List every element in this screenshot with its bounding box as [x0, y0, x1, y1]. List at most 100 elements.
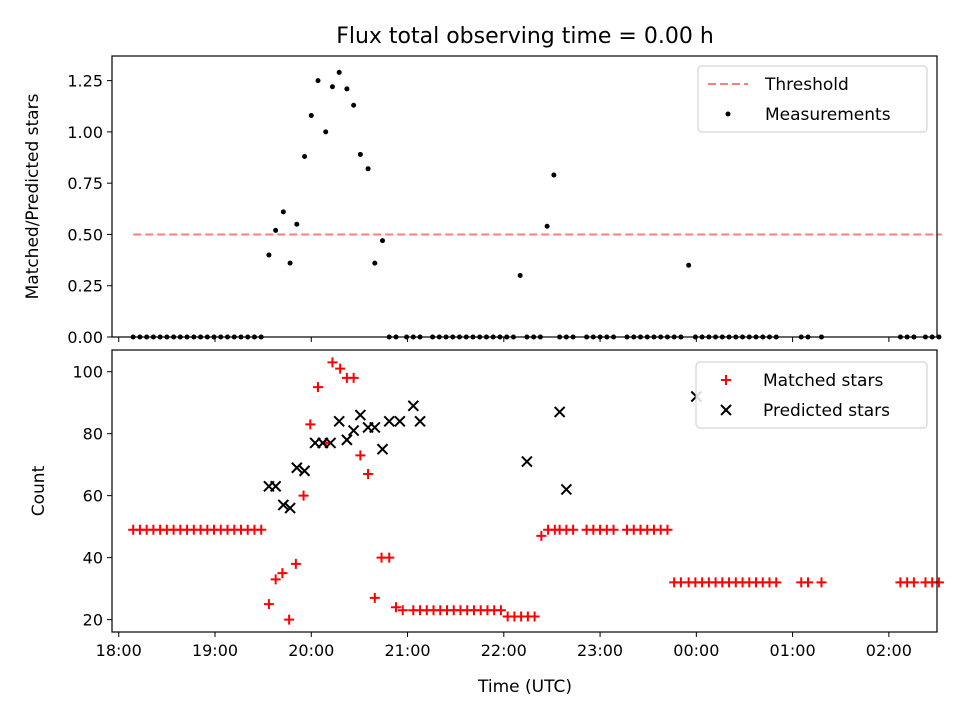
data-point	[277, 568, 288, 579]
y-axis-label: Matched/Predicted stars	[23, 93, 43, 299]
y-tick-label: 0.25	[67, 277, 103, 296]
data-point	[256, 524, 267, 535]
data-point	[495, 605, 506, 616]
data-point	[327, 357, 338, 368]
y-tick-label: 20	[83, 611, 103, 630]
data-point	[357, 151, 363, 157]
data-point	[269, 480, 282, 493]
data-point	[355, 450, 366, 461]
data-point	[608, 524, 619, 535]
legend-label: Predicted stars	[763, 401, 890, 421]
data-point	[280, 209, 286, 215]
data-point	[302, 154, 308, 160]
data-point	[529, 611, 540, 622]
data-point	[376, 443, 389, 455]
data-point	[414, 415, 426, 427]
data-point	[369, 421, 381, 434]
x-tick-label: 01:00	[770, 641, 816, 660]
data-point	[521, 455, 533, 468]
x-tick-label: 20:00	[288, 641, 334, 660]
data-point	[397, 605, 408, 616]
legend-box	[697, 65, 928, 133]
data-point	[372, 260, 378, 266]
y-tick-label: 100	[72, 363, 103, 382]
data-point	[315, 78, 321, 84]
top-panel: 0.00 0.25 0.50 0.75 1.00 1.25 Matched/Predicte…	[23, 55, 942, 347]
y-tick-label: 1.25	[67, 72, 103, 91]
data-point	[266, 252, 272, 258]
y-tick-label: 0.00	[67, 328, 103, 347]
data-point	[298, 490, 309, 501]
data-point	[816, 577, 827, 588]
y-axis-label: Count	[29, 465, 49, 516]
bottom-panel: 20 40 60 80 100 18:00 19:00 20:00 21:00 22:00 23:0…	[29, 349, 944, 660]
legend-label: Threshold	[764, 75, 849, 95]
data-point	[351, 102, 357, 108]
data-point	[363, 468, 374, 479]
data-point	[771, 577, 782, 588]
data-point	[329, 84, 335, 90]
data-point	[290, 558, 301, 569]
data-point	[273, 227, 279, 233]
chart-title: Flux total observing time = 0.00 h	[336, 24, 714, 49]
data-point	[263, 599, 274, 610]
data-point	[662, 524, 673, 535]
x-tick-label: 02:00	[866, 641, 912, 660]
data-point	[333, 415, 345, 427]
data-point	[383, 415, 395, 427]
data-point	[394, 415, 406, 427]
data-point	[551, 172, 557, 178]
legend: Matched stars Predicted stars	[695, 361, 928, 429]
data-point	[380, 238, 386, 244]
legend-marker	[725, 111, 731, 117]
data-point	[933, 577, 944, 588]
data-point	[287, 260, 293, 266]
x-tick-label: 21:00	[384, 641, 430, 660]
data-point	[369, 592, 380, 603]
y-tick-label: 0.75	[67, 174, 103, 193]
data-point	[284, 502, 296, 514]
legend-label: Matched stars	[763, 371, 883, 391]
data-point	[344, 86, 350, 92]
x-tick-label: 00:00	[673, 641, 719, 660]
data-point	[291, 462, 303, 474]
y-tick-label: 80	[83, 425, 103, 444]
data-point	[323, 129, 329, 135]
data-point	[298, 465, 311, 477]
data-point	[544, 223, 550, 229]
legend-marker	[721, 375, 731, 385]
plot-frame	[111, 55, 938, 338]
x-tick-label: 19:00	[192, 641, 238, 660]
data-point	[277, 499, 290, 511]
plot-frame	[111, 349, 938, 633]
y-tick-label: 0.50	[67, 225, 103, 244]
data-point	[686, 262, 692, 268]
data-point	[560, 483, 573, 496]
data-point	[336, 69, 342, 75]
data-point	[305, 419, 316, 430]
data-point	[568, 524, 579, 535]
legend-label: Measurements	[765, 105, 891, 125]
data-point	[407, 400, 420, 412]
data-point	[313, 382, 324, 393]
legend: Threshold Measurements	[697, 65, 928, 133]
data-point	[803, 577, 814, 588]
data-point	[536, 530, 547, 541]
data-point	[308, 112, 314, 118]
y-tick-label: 60	[83, 487, 103, 506]
data-point	[354, 409, 367, 421]
data-point	[324, 437, 337, 449]
data-point	[294, 221, 300, 227]
data-point	[348, 372, 359, 383]
x-tick-label: 23:00	[577, 641, 623, 660]
legend-box	[695, 361, 928, 429]
data-point	[384, 552, 395, 563]
x-tick-label: 22:00	[481, 641, 527, 660]
data-point	[341, 434, 353, 446]
x-axis-label: Time (UTC)	[477, 677, 572, 697]
data-point	[284, 614, 295, 625]
data-point	[908, 577, 919, 588]
data-point	[365, 166, 371, 172]
x-tick-label: 18:00	[96, 641, 142, 660]
